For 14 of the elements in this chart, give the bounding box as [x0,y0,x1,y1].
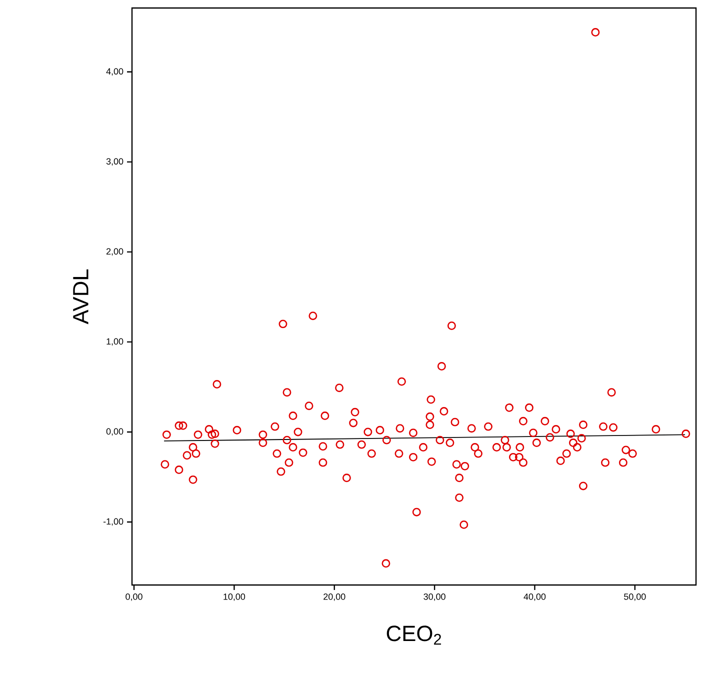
y-axis-title: AVDL [73,269,88,324]
x-axis-title: CEO$_{2}$ [386,626,442,645]
y-tick-label: 0,00 [106,428,124,436]
x-tick-label: 10,00 [224,593,246,601]
y-tick-label: 4,00 [106,68,124,76]
y-tick-label: 2,00 [106,248,124,256]
x-tick-label: 40,00 [524,593,546,601]
y-tick-label: 1,00 [106,338,124,346]
y-tick-label: -1,00 [103,518,124,526]
x-tick-label: 0,00 [126,593,142,601]
x-tick-label: 50,00 [624,593,646,601]
x-tick-label: 30,00 [424,593,446,601]
y-tick-label: 3,00 [106,158,124,166]
x-tick-label: 20,00 [324,593,346,601]
